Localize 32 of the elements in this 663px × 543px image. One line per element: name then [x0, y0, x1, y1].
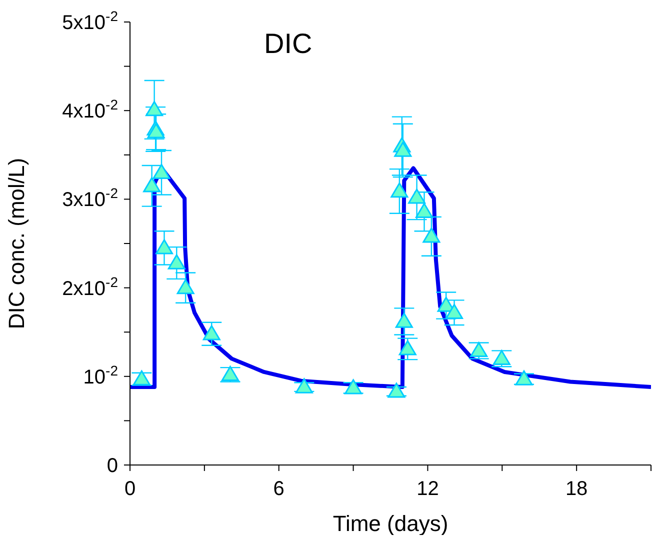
point [398, 340, 416, 356]
point [515, 370, 533, 386]
point [146, 100, 164, 116]
point [147, 123, 165, 138]
point [446, 304, 464, 319]
point [155, 239, 173, 254]
point [152, 164, 170, 179]
point [388, 382, 406, 398]
y-tick-label: 0 [106, 455, 118, 477]
point [143, 177, 161, 192]
point [394, 142, 412, 157]
point [295, 378, 313, 394]
point [395, 312, 413, 328]
y-tick-label: 4x10$^{-2}$ [62, 96, 118, 123]
y-tick-label: 2x10$^{-2}$ [62, 274, 118, 300]
chart-title: DIC [264, 28, 312, 60]
point [202, 325, 220, 340]
point [390, 182, 408, 198]
point [415, 202, 433, 218]
y-tick-label: 10$^{-2}$ [83, 362, 118, 388]
point [422, 228, 440, 243]
point [408, 188, 426, 204]
point [168, 254, 186, 270]
x-tick-label: 6 [273, 478, 284, 500]
y-tick-label: 3x10$^{-2}$ [62, 185, 118, 212]
point [176, 279, 194, 294]
x-tick-label: 18 [565, 478, 588, 500]
point [344, 379, 362, 394]
x-tick-label: 0 [124, 478, 136, 500]
y-tick-label: 5x10$^{-2}$ [62, 8, 118, 34]
y-axis-title: DIC conc. (mol/L) [4, 158, 29, 330]
x-tick-label: 12 [416, 478, 439, 500]
